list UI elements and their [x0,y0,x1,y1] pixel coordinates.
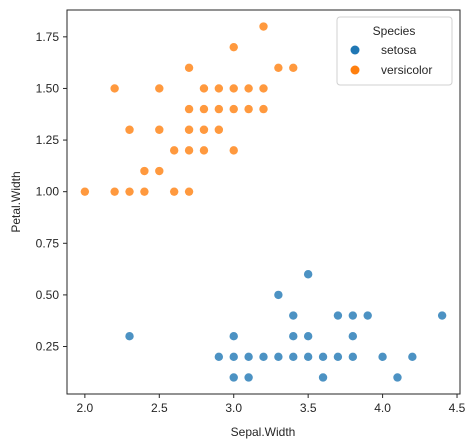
point-versicolor [169,146,179,155]
point-versicolor [125,125,134,134]
point-setosa [229,331,238,341]
point-setosa [214,352,224,362]
x-axis: 2.0 2.5 3.0 3.5 4.0 4.5 [77,394,466,415]
legend-marker-setosa [350,45,360,55]
point-setosa [259,352,268,362]
point-setosa [318,373,328,382]
legend-box [336,16,453,86]
point-versicolor [259,22,268,31]
point-setosa [363,311,372,320]
point-versicolor [169,187,179,196]
point-versicolor [80,187,90,196]
point-versicolor [184,187,194,196]
legend-title: Species [373,24,416,38]
y-tick-label: 1.00 [36,185,60,199]
point-versicolor [259,84,268,93]
point-versicolor [289,63,298,73]
legend-label-setosa: setosa [381,43,417,57]
legend-label-versicolor: versicolor [381,63,432,77]
point-setosa [125,331,134,341]
point-setosa [289,352,298,362]
point-setosa [274,352,283,362]
point-versicolor [244,104,253,114]
x-tick-label: 2.5 [151,401,168,415]
point-setosa [229,373,238,382]
point-setosa [303,331,313,341]
point-versicolor [184,125,194,134]
point-versicolor [214,84,224,93]
point-versicolor [229,146,238,155]
point-setosa [289,311,298,320]
point-versicolor [184,104,194,114]
point-versicolor [110,84,119,93]
point-versicolor [110,187,119,196]
point-setosa [378,352,387,362]
point-versicolor [229,84,238,93]
y-tick-label: 0.75 [36,236,60,250]
x-tick-label: 4.0 [374,401,391,415]
x-tick-label: 3.5 [300,401,317,415]
point-versicolor [229,104,238,114]
point-setosa [244,352,253,362]
point-setosa [393,373,402,382]
x-axis-label: Sepal.Width [231,425,296,439]
point-setosa [289,331,298,341]
x-tick-label: 3.0 [225,401,242,415]
y-tick-label: 1.75 [36,30,60,44]
point-versicolor [199,125,209,134]
y-tick-label: 1.50 [36,81,60,95]
y-tick-label: 1.25 [36,133,60,147]
point-setosa [303,352,313,362]
x-tick-label: 2.0 [77,401,94,415]
legend: Species setosa versicolor [336,16,453,86]
point-setosa [333,311,343,320]
point-versicolor [155,125,164,134]
point-versicolor [214,125,224,134]
x-tick-label: 4.5 [449,401,466,415]
point-setosa [408,352,417,362]
point-setosa [333,352,343,362]
point-setosa [229,352,238,362]
point-versicolor [140,166,149,176]
point-setosa [437,311,447,320]
point-setosa [348,352,358,362]
point-setosa [348,331,358,341]
point-versicolor [155,84,164,93]
point-versicolor [140,187,149,196]
point-versicolor [199,146,209,155]
point-versicolor [125,187,134,196]
data-points [80,22,447,382]
point-versicolor [229,42,238,52]
point-versicolor [199,84,209,93]
point-versicolor [155,166,164,176]
point-versicolor [244,84,253,93]
point-versicolor [199,104,209,114]
point-setosa [318,352,328,362]
legend-marker-versicolor [350,65,360,75]
point-versicolor [274,63,283,73]
y-axis-label: Petal.Width [9,171,23,232]
point-versicolor [184,146,194,155]
point-versicolor [259,104,268,114]
point-setosa [244,373,253,382]
y-axis: 0.25 0.50 0.75 1.00 1.25 1.50 1.75 [36,30,67,354]
point-setosa [274,290,283,300]
point-setosa [303,270,313,279]
point-setosa [348,311,358,320]
y-tick-label: 0.50 [36,288,60,302]
point-versicolor [214,104,224,114]
point-versicolor [184,63,194,73]
y-tick-label: 0.25 [36,340,60,354]
